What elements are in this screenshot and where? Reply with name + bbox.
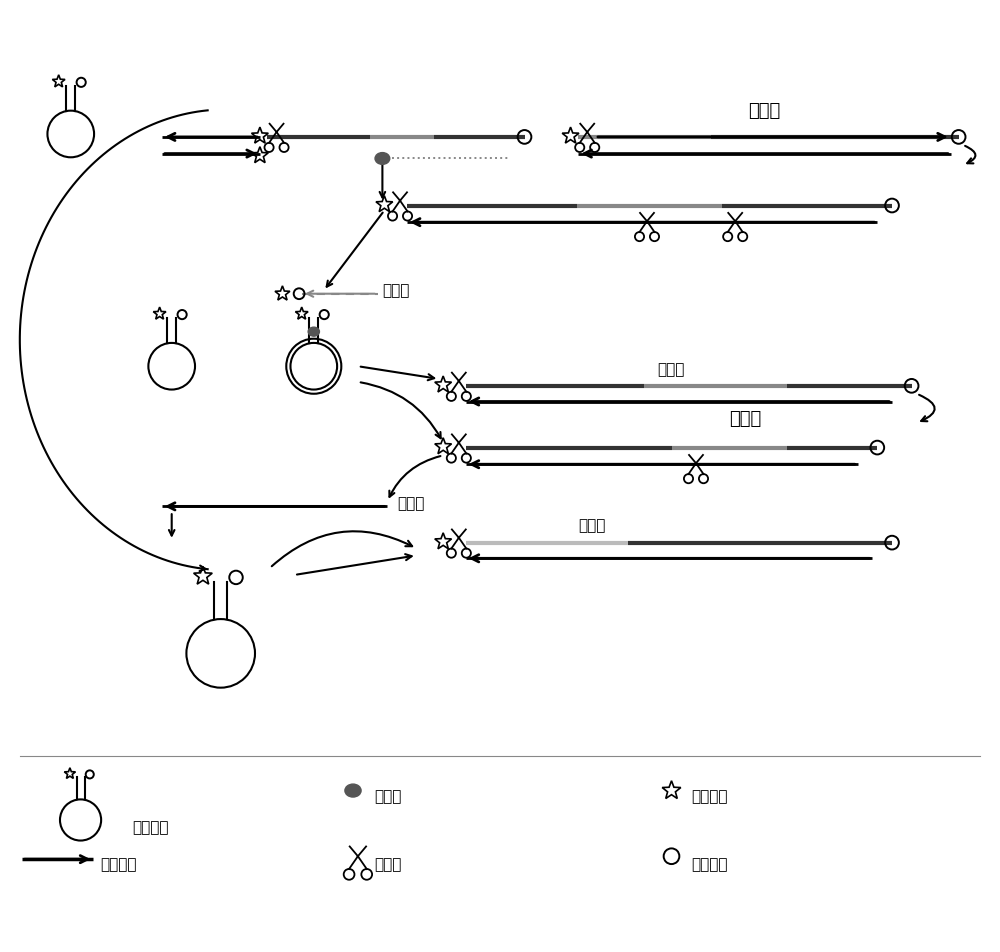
Text: 产物三: 产物三: [657, 362, 684, 376]
Text: 聚合酶: 聚合酶: [375, 788, 402, 803]
Text: 产物一: 产物一: [382, 283, 410, 298]
Ellipse shape: [308, 327, 319, 337]
Text: 独灭基团: 独灭基团: [691, 857, 728, 872]
Text: 目标核酸: 目标核酸: [100, 857, 137, 872]
Text: 分子信标: 分子信标: [132, 820, 169, 835]
Text: 产物二: 产物二: [397, 495, 424, 510]
Ellipse shape: [345, 784, 361, 797]
Text: 产物四: 产物四: [578, 518, 606, 533]
Text: 切刻酶: 切刻酶: [375, 857, 402, 872]
Text: 循环一: 循环一: [748, 102, 781, 120]
Ellipse shape: [375, 153, 390, 166]
Text: 循环二: 循环二: [729, 410, 761, 427]
Text: 荺光基团: 荺光基团: [691, 788, 728, 803]
